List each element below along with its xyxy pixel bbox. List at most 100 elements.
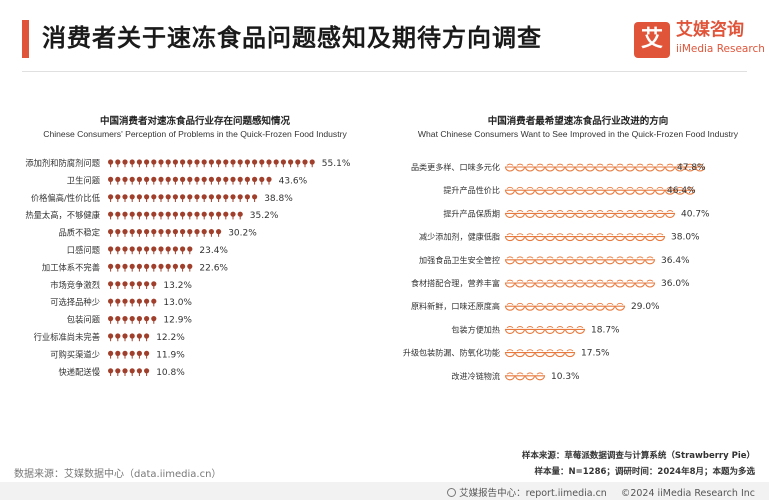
lollipop-icon — [129, 263, 135, 269]
lollipop-icon — [216, 229, 222, 235]
lollipop-stick — [131, 251, 133, 255]
lollipop-icon — [194, 229, 200, 235]
dumpling-pleat — [546, 326, 554, 329]
dumpling-pleat — [606, 233, 614, 236]
lollipop-stick — [153, 251, 155, 255]
lollipop-icon — [158, 211, 164, 217]
lollipop-stick — [131, 233, 133, 237]
dumpling-icon — [694, 166, 706, 172]
lollipop-stick — [117, 216, 119, 220]
lollipop-stick — [124, 286, 126, 289]
lollipop-icon — [172, 194, 178, 200]
dumpling-pleat — [566, 326, 574, 329]
dumpling-pleat — [546, 186, 554, 189]
lollipop-icon — [136, 159, 142, 165]
lollipop-stick — [167, 164, 169, 168]
category-label: 可购买渠道少 — [50, 349, 100, 359]
dumpling-icon — [564, 259, 576, 265]
lollipop-icon — [108, 229, 114, 235]
value-label: 47.8% — [677, 163, 706, 173]
lollipop-stick — [138, 199, 140, 202]
lollipop-icon — [136, 246, 142, 252]
dumpling-icon — [504, 189, 516, 195]
lollipop-icon — [180, 176, 186, 182]
lollipop-stick — [146, 199, 148, 202]
value-label: 36.0% — [661, 279, 690, 289]
report-center-link[interactable]: 艾媒报告中心：report.iimedia.cn — [459, 488, 607, 499]
dumpling-pleat — [686, 186, 694, 189]
dumpling-icon — [554, 189, 566, 195]
dumpling-icon — [524, 259, 536, 265]
lollipop-stick — [124, 373, 126, 376]
lollipop-icon — [136, 350, 142, 356]
lollipop-stick — [189, 233, 191, 237]
lollipop-icon — [172, 159, 178, 165]
lollipop-stick — [174, 199, 176, 202]
dumpling-icon — [504, 305, 516, 311]
lollipop-stick — [131, 181, 133, 185]
dumpling-icon — [564, 212, 576, 218]
lollipop-stick — [189, 199, 191, 202]
dumpling-icon — [604, 166, 616, 172]
lollipop-stick — [239, 216, 241, 220]
lollipop-stick — [297, 164, 299, 168]
dumpling-pleat — [576, 210, 584, 213]
dumpling-icon — [554, 259, 566, 265]
lollipop-stick — [117, 320, 119, 324]
dumpling-icon — [634, 212, 646, 218]
dumpling-icon — [504, 282, 516, 288]
lollipop-stick — [282, 164, 284, 168]
lollipop-stick — [254, 181, 256, 185]
category-label: 包装方便加热 — [451, 324, 500, 334]
lollipop-icon — [115, 159, 121, 165]
lollipop-icon — [129, 333, 135, 339]
lollipop-stick — [218, 199, 220, 202]
dumpling-pleat — [506, 210, 514, 213]
lollipop-icon — [180, 263, 186, 269]
footer-bar — [0, 482, 769, 500]
lollipop-stick — [254, 164, 256, 168]
dumpling-pleat — [516, 372, 524, 375]
dumpling-pleat — [516, 186, 524, 189]
bar — [504, 326, 586, 334]
dumpling-pleat — [586, 279, 594, 282]
dumpling-icon — [684, 189, 696, 195]
dumpling-icon — [624, 189, 636, 195]
lollipop-stick — [146, 355, 148, 359]
lollipop-icon — [266, 176, 272, 182]
dumpling-icon — [614, 212, 626, 218]
lollipop-stick — [218, 181, 220, 185]
dumpling-pleat — [626, 210, 634, 213]
lollipop-icon — [158, 246, 164, 252]
lollipop-stick — [146, 233, 148, 237]
lollipop-icon — [172, 211, 178, 217]
lollipop-stick — [110, 355, 112, 359]
lollipop-stick — [182, 199, 184, 202]
globe-icon — [447, 488, 457, 497]
lollipop-icon — [144, 298, 150, 304]
dumpling-icon — [514, 259, 526, 265]
dumpling-icon — [614, 236, 626, 242]
lollipop-stick — [110, 199, 112, 202]
dumpling-icon — [594, 282, 606, 288]
dumpling-icon — [644, 282, 656, 288]
dumpling-icon — [604, 189, 616, 195]
lollipop-stick — [117, 303, 119, 307]
lollipop-icon — [144, 246, 150, 252]
lollipop-stick — [196, 216, 198, 220]
dumpling-pleat — [666, 163, 674, 166]
dumpling-pleat — [506, 302, 514, 305]
lollipop-icon — [151, 316, 157, 322]
lollipop-stick — [182, 233, 184, 237]
lollipop-icon — [201, 176, 207, 182]
dumpling-pleat — [646, 279, 654, 282]
dumpling-icon — [634, 166, 646, 172]
lollipop-icon — [108, 176, 114, 182]
dumpling-icon — [504, 352, 516, 358]
dumpling-pleat — [526, 186, 534, 189]
lollipop-icon — [237, 194, 243, 200]
lollipop-icon — [136, 194, 142, 200]
dumpling-pleat — [556, 279, 564, 282]
lollipop-icon — [151, 298, 157, 304]
value-label: 46.4% — [667, 186, 696, 196]
